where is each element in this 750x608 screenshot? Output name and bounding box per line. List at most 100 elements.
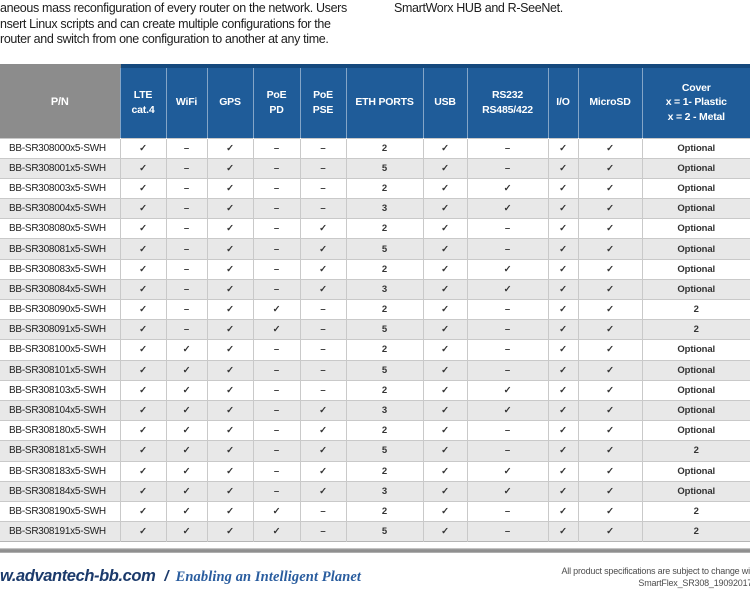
column-header-microsd: MicroSD (577, 64, 642, 138)
feature-cell-poe-pd: – (252, 278, 300, 300)
feature-cell-gps: ✓ (206, 238, 253, 260)
feature-cell-io: ✓ (547, 198, 578, 219)
feature-cell-poe-pd: – (252, 460, 300, 482)
feature-cell-gps: ✓ (206, 218, 253, 239)
feature-cell-lte-cat4: ✓ (119, 420, 166, 441)
feature-cell-rs232-rs485-422: – (466, 339, 548, 361)
feature-cell-gps: ✓ (206, 460, 253, 482)
feature-cell-poe-pse: ✓ (299, 278, 346, 300)
feature-cell-lte-cat4: ✓ (119, 177, 166, 199)
feature-cell-eth-ports: 2 (345, 339, 423, 361)
feature-cell-cover: 2 (641, 319, 750, 340)
feature-cell-usb: ✓ (422, 319, 467, 340)
feature-cell-gps: ✓ (206, 379, 253, 401)
feature-cell-microsd: ✓ (577, 460, 642, 482)
feature-cell-lte-cat4: ✓ (119, 278, 166, 300)
spec-table-header: P/N LTE cat.4 WiFi GPS PoE PD PoE PSE ETH PORT… (0, 64, 750, 138)
feature-cell-poe-pd: ✓ (252, 319, 300, 340)
feature-cell-usb: ✓ (422, 218, 467, 239)
footer-slash: / (164, 568, 169, 585)
feature-cell-eth-ports: 5 (345, 359, 423, 381)
feature-cell-usb: ✓ (422, 420, 467, 441)
feature-cell-io: ✓ (547, 278, 578, 300)
feature-cell-wifi: – (165, 157, 207, 179)
column-header-pn: P/N (0, 64, 120, 138)
column-header-gps: GPS (206, 64, 253, 138)
feature-cell-usb: ✓ (422, 379, 467, 401)
column-header-cover: Cover x = 1- Plastic x = 2 - Metal (641, 64, 750, 138)
table-row: BB-SR308183x5-SWH ✓ ✓ ✓ – ✓ 2 ✓ ✓ ✓ ✓ Optional (0, 460, 750, 482)
feature-cell-eth-ports: 2 (345, 379, 423, 401)
part-number-cell: BB-SR308190x5-SWH (0, 500, 120, 522)
table-row: BB-SR308003x5-SWH ✓ – ✓ – –2 ✓ ✓ ✓ ✓ Optional (0, 177, 750, 199)
part-number-cell: BB-SR308104x5-SWH (0, 399, 120, 421)
feature-cell-poe-pse: ✓ (299, 440, 346, 461)
intro-paragraph-left: aneous mass reconfiguration of every rou… (0, 1, 382, 48)
feature-cell-eth-ports: 2 (345, 298, 423, 320)
feature-cell-rs232-rs485-422: – (466, 500, 548, 522)
table-row: BB-SR308101x5-SWH ✓ ✓ ✓ – –5 ✓ – ✓ ✓ Optional (0, 359, 750, 381)
feature-cell-rs232-rs485-422: – (466, 218, 548, 239)
feature-cell-cover: Optional (641, 258, 750, 280)
feature-cell-gps: ✓ (206, 339, 253, 361)
feature-cell-cover: 2 (641, 440, 750, 461)
feature-cell-gps: ✓ (206, 157, 253, 179)
feature-cell-eth-ports: 3 (345, 480, 423, 502)
feature-cell-wifi: – (165, 198, 207, 219)
feature-cell-poe-pse: – (299, 177, 346, 199)
feature-cell-usb: ✓ (422, 298, 467, 320)
feature-cell-usb: ✓ (422, 440, 467, 461)
feature-cell-lte-cat4: ✓ (119, 319, 166, 340)
feature-cell-lte-cat4: ✓ (119, 359, 166, 381)
feature-cell-wifi: ✓ (165, 460, 207, 482)
feature-cell-cover: 2 (641, 500, 750, 522)
part-number-cell: BB-SR308181x5-SWH (0, 440, 120, 461)
feature-cell-wifi: – (165, 319, 207, 340)
feature-cell-io: ✓ (547, 339, 578, 361)
feature-cell-gps: ✓ (206, 399, 253, 421)
feature-cell-gps: ✓ (206, 480, 253, 502)
feature-cell-cover: Optional (641, 198, 750, 219)
feature-cell-poe-pd: ✓ (252, 500, 300, 522)
feature-cell-io: ✓ (547, 379, 578, 401)
column-header-io: I/O (547, 64, 578, 138)
feature-cell-rs232-rs485-422: – (466, 319, 548, 340)
part-number-cell: BB-SR308090x5-SWH (0, 298, 120, 320)
feature-cell-poe-pse: – (299, 157, 346, 179)
feature-cell-poe-pd: – (252, 258, 300, 280)
feature-cell-poe-pd: – (252, 480, 300, 502)
feature-cell-eth-ports: 5 (345, 319, 423, 340)
feature-cell-usb: ✓ (422, 137, 467, 159)
feature-cell-cover: Optional (641, 460, 750, 482)
column-header-lte-cat4: LTE cat.4 (119, 64, 166, 138)
feature-cell-lte-cat4: ✓ (119, 460, 166, 482)
column-header-rs232-rs485-422: RS232 RS485/422 (466, 64, 548, 138)
feature-cell-poe-pse: ✓ (299, 399, 346, 421)
feature-cell-poe-pse: ✓ (299, 218, 346, 239)
table-row: BB-SR308090x5-SWH ✓ – ✓ ✓ –2 ✓ – ✓ ✓ 2 (0, 298, 750, 320)
feature-cell-cover: Optional (641, 238, 750, 260)
table-row: BB-SR308181x5-SWH ✓ ✓ ✓ – ✓ 5 ✓ – ✓ ✓ 2 (0, 440, 750, 461)
feature-cell-lte-cat4: ✓ (119, 137, 166, 159)
feature-cell-rs232-rs485-422: – (466, 420, 548, 441)
feature-cell-poe-pse: – (299, 319, 346, 340)
feature-cell-lte-cat4: ✓ (119, 238, 166, 260)
feature-cell-poe-pd: – (252, 238, 300, 260)
feature-cell-eth-ports: 3 (345, 278, 423, 300)
part-number-cell: BB-SR308103x5-SWH (0, 379, 120, 401)
column-header-eth-ports: ETH PORTS (345, 64, 423, 138)
feature-cell-lte-cat4: ✓ (119, 500, 166, 522)
spec-table: P/N LTE cat.4 WiFi GPS PoE PD PoE PSE ETH PORT… (0, 64, 750, 543)
feature-cell-eth-ports: 3 (345, 399, 423, 421)
feature-cell-io: ✓ (547, 399, 578, 421)
feature-cell-cover: Optional (641, 399, 750, 421)
feature-cell-usb: ✓ (422, 480, 467, 502)
part-number-cell: BB-SR308000x5-SWH (0, 137, 120, 159)
feature-cell-microsd: ✓ (577, 440, 642, 461)
footer-note: All product specifications are subject t… (561, 566, 750, 589)
feature-cell-gps: ✓ (206, 359, 253, 381)
feature-cell-cover: Optional (641, 157, 750, 179)
intro-line: aneous mass reconfiguration of every rou… (0, 1, 347, 15)
feature-cell-microsd: ✓ (577, 521, 642, 542)
feature-cell-poe-pd: – (252, 177, 300, 199)
